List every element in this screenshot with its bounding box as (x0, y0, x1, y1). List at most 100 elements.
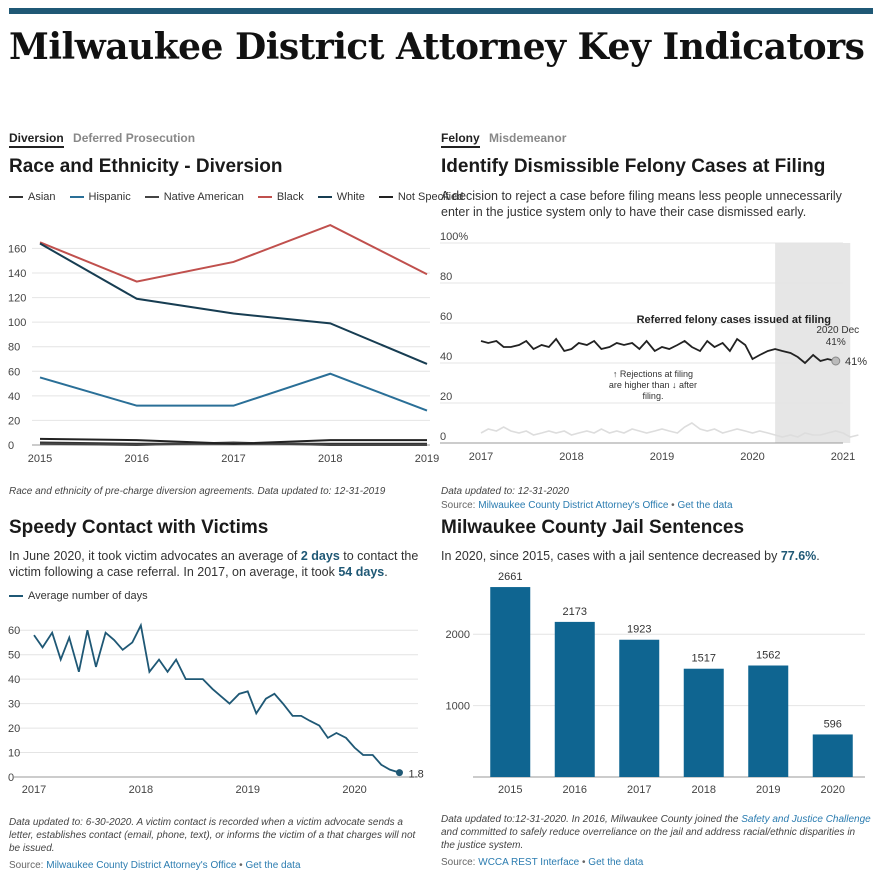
legend-item: Asian (9, 191, 56, 203)
felony-source: Source: Milwaukee County District Attorn… (441, 500, 733, 511)
series-line-black (39, 223, 428, 283)
y-tick-label: 20 (8, 415, 20, 427)
legend-swatch (317, 196, 332, 198)
bar-value-label: 2661 (498, 571, 522, 583)
bar (812, 734, 853, 777)
y-tick-label: 1000 (446, 701, 470, 713)
x-tick-label: 2016 (125, 453, 149, 465)
y-tick-label: 60 (8, 625, 20, 637)
contact-desc-highlight: 2 days (300, 549, 340, 563)
y-tick-label: 10 (8, 748, 20, 760)
legend-label: Native American (163, 191, 244, 203)
x-tick-label: 2015 (28, 453, 52, 465)
diversion-chart: 0 20 40 60 80 100 120 140 160 2015 2016 2017 2018 201… (8, 223, 439, 465)
page-title: Milwaukee District Attorney Key Indicato… (9, 26, 865, 68)
contact-desc-part: to contact the victim following a case r… (9, 549, 419, 579)
end-value-label: 41% (845, 356, 867, 368)
x-tick-label: 2018 (692, 784, 716, 796)
series-line-white (39, 242, 428, 365)
x-tick-label: 2019 (415, 453, 439, 465)
legend-label: Black (276, 191, 304, 203)
legend-swatch (9, 595, 23, 597)
tab-felony[interactable]: Felony (441, 131, 480, 148)
y-tick-label: 30 (8, 699, 20, 711)
series-line-average-days (33, 622, 400, 774)
x-tick-label: 2017 (469, 451, 493, 463)
legend-label: Average number of days (28, 590, 148, 602)
series-line-native-american (39, 441, 427, 447)
y-tick-label: 40 (8, 674, 20, 686)
jail-desc-part: In 2020, since 2015, cases with a jail s… (441, 549, 778, 563)
bar (619, 639, 660, 777)
legend-swatch (378, 196, 393, 198)
x-tick-label: 2017 (22, 784, 46, 796)
jail-note-part: and committed to safely reduce overrelia… (441, 827, 856, 851)
bar-value-label: 1517 (692, 653, 716, 665)
callout-date: 2020 Dec (816, 325, 859, 336)
jail-source: Source: WCCA REST Interface • Get the da… (441, 857, 643, 868)
legend-item: Not Specified (378, 191, 464, 203)
diversion-tabs: Diversion Deferred Prosecution (9, 131, 196, 148)
y-tick-label: 80 (440, 271, 452, 283)
legend-label: Hispanic (88, 191, 131, 203)
callout-value: 41% (826, 337, 846, 348)
get-data-link[interactable]: Get the data (677, 500, 733, 511)
source-label: Source: (441, 857, 476, 868)
x-tick-label: 2019 (756, 784, 780, 796)
bar-value-label: 1562 (756, 650, 780, 662)
diversion-title: Race and Ethnicity - Diversion (9, 156, 283, 177)
y-tick-label: 20 (440, 391, 452, 403)
contact-desc-part: In June 2020, it took victim advocates a… (9, 549, 298, 563)
separator-dot: • (239, 860, 243, 871)
y-tick-label: 160 (8, 243, 26, 255)
series-line-rejections (480, 422, 859, 438)
bar (748, 665, 789, 777)
legend-item: Hispanic (69, 191, 131, 203)
jail-desc-highlight: 77.6% (780, 549, 817, 563)
bar-value-label: 2173 (563, 606, 587, 618)
series-line-hispanic (39, 372, 428, 412)
felony-tabs: Felony Misdemeanor (441, 131, 567, 148)
end-value-label: 1.8 (408, 769, 423, 781)
series-annotation: Referred felony cases issued at filing (637, 314, 831, 326)
legend-item: Black (257, 191, 304, 203)
y-tick-label: 80 (8, 342, 20, 354)
jail-desc-part: . (816, 549, 820, 563)
x-tick-label: 2019 (235, 784, 259, 796)
y-tick-label: 120 (8, 293, 26, 305)
end-point-marker (395, 769, 403, 777)
contact-legend: Average number of days (9, 590, 148, 602)
felony-note: Data updated to: 12-31-2020 (441, 486, 569, 497)
get-data-link[interactable]: Get the data (245, 860, 301, 871)
x-tick-label: 2020 (740, 451, 764, 463)
highlight-region (775, 243, 851, 443)
get-data-link[interactable]: Get the data (588, 857, 644, 868)
contact-title: Speedy Contact with Victims (9, 517, 269, 538)
legend-label: Not Specified (397, 191, 464, 203)
y-tick-label: 60 (440, 311, 452, 323)
bar-value-label: 596 (824, 718, 842, 730)
felony-title: Identify Dismissible Felony Cases at Fil… (441, 156, 826, 177)
series-line-not-specified (39, 437, 427, 445)
tab-misdemeanor[interactable]: Misdemeanor (489, 131, 567, 145)
jail-note: Data updated to:12-31-2020. In 2016, Mil… (441, 813, 871, 852)
legend-swatch (144, 196, 159, 198)
end-point-marker (831, 356, 841, 366)
y-tick-label: 20 (8, 723, 20, 735)
safety-justice-link[interactable]: Safety and Justice Challenge (741, 814, 871, 825)
tab-diversion[interactable]: Diversion (9, 131, 64, 148)
contact-note: Data updated to: 6-30-2020. A victim con… (9, 817, 416, 854)
felony-chart: 0 20 40 60 80 100% 2017 2018 2019 2020 2021 Referre… (440, 231, 867, 463)
legend-swatch (69, 196, 84, 198)
legend-item: Native American (144, 191, 244, 203)
rejection-note: ↑ Rejections at filing (613, 369, 693, 379)
source-link[interactable]: WCCA REST Interface (478, 857, 580, 868)
source-label: Source: (9, 860, 44, 871)
source-link[interactable]: Milwaukee County District Attorney's Off… (478, 500, 669, 511)
diversion-note: Race and ethnicity of pre-charge diversi… (9, 486, 386, 497)
felony-description: A decision to reject a case before filin… (441, 189, 842, 219)
legend-label: White (336, 191, 365, 203)
source-link[interactable]: Milwaukee County District Attorney's Off… (46, 860, 237, 871)
tab-deferred-prosecution[interactable]: Deferred Prosecution (73, 131, 196, 145)
contact-desc-highlight: 54 days (338, 565, 385, 579)
